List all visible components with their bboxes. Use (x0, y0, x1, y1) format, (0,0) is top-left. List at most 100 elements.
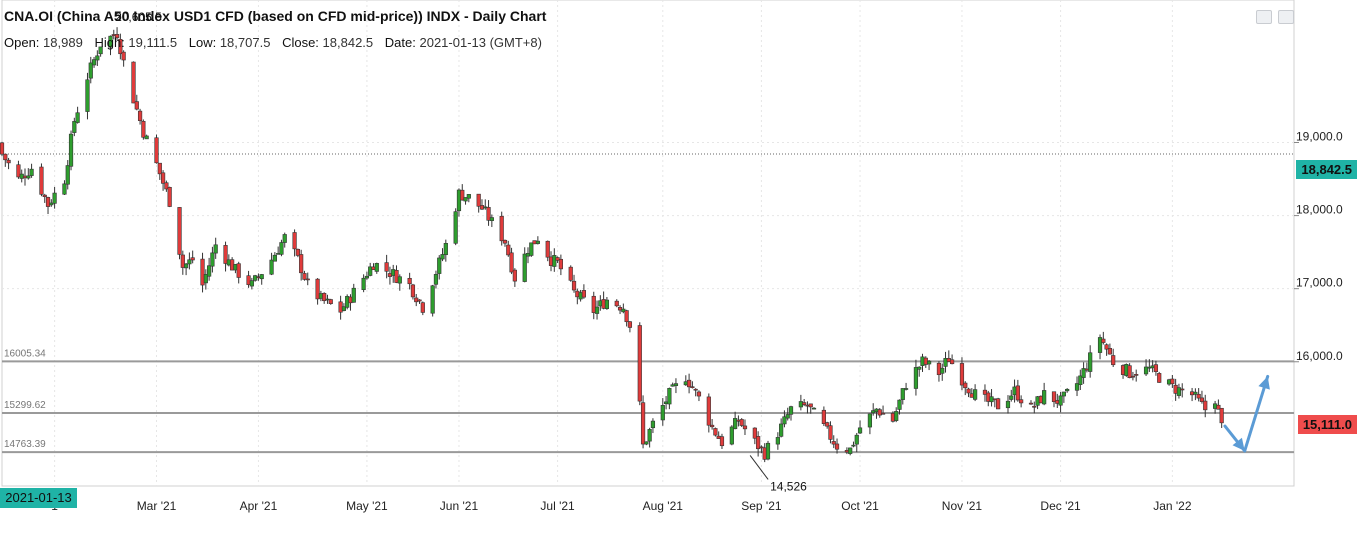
candle-up (351, 287, 356, 303)
candle-up (88, 62, 93, 79)
candle-up (430, 285, 435, 314)
candle-up (1097, 337, 1103, 353)
candle-up (1081, 368, 1086, 378)
candle-down (502, 239, 508, 244)
candle-up (433, 274, 439, 285)
candle-up (897, 399, 902, 410)
candle-up (95, 55, 100, 61)
candle-up (364, 275, 370, 279)
expand-icon[interactable] (1278, 10, 1294, 24)
candle-down (180, 254, 185, 268)
candle-down (1196, 393, 1201, 399)
candle-up (184, 263, 189, 269)
plot-frame (1, 0, 1295, 487)
candle-down (384, 262, 389, 272)
candle-up (453, 211, 458, 244)
candle-up (213, 244, 218, 254)
candle-up (1005, 400, 1011, 409)
candle-up (282, 234, 287, 243)
candle-down (1130, 375, 1136, 378)
candle-down (802, 402, 807, 406)
candle-down (828, 425, 833, 440)
chart-type-icon[interactable] (1256, 10, 1272, 24)
candle-down (1028, 402, 1034, 405)
candle-down (690, 386, 695, 389)
candle-down (0, 142, 5, 155)
candle-down (696, 391, 702, 397)
y-tick-label: 19,000.0 (1296, 130, 1343, 144)
candle-down (39, 166, 44, 195)
candle-down (1015, 385, 1020, 401)
candle-down (571, 280, 577, 291)
candle-up (279, 242, 284, 255)
candle-down (581, 290, 586, 298)
candle-down (417, 299, 422, 302)
candle-down (821, 409, 826, 424)
candle-down (637, 325, 642, 402)
candle-up (108, 35, 113, 48)
candle-down (834, 443, 840, 450)
candle-up (788, 406, 794, 415)
candle-up (210, 252, 215, 267)
candle-down (719, 436, 725, 447)
candle-down (6, 159, 11, 164)
candle-down (1153, 364, 1159, 372)
candle-up (463, 197, 468, 202)
candle-up (973, 389, 978, 400)
last-price-tag: 15,111.0 (1297, 415, 1357, 434)
candle-up (29, 168, 34, 176)
candle-up (903, 388, 909, 390)
candle-down (118, 39, 123, 55)
candle-up (644, 441, 649, 445)
candle-up (440, 254, 445, 260)
candle-up (85, 79, 90, 112)
candle-down (627, 321, 633, 328)
candle-up (253, 275, 258, 281)
candle-up (779, 423, 784, 437)
x-tick-label: Oct '21 (841, 499, 879, 513)
candle-up (851, 444, 856, 447)
candle-up (144, 135, 149, 140)
candle-down (322, 292, 327, 302)
candle-down (686, 379, 692, 388)
x-tick-label: Nov '21 (942, 499, 983, 513)
candle-down (295, 248, 300, 256)
candle-down (963, 382, 968, 389)
projection-arrow-head (1258, 376, 1270, 390)
x-tick-label: Sep '21 (741, 499, 782, 513)
candle-up (1078, 375, 1083, 385)
level-label: 14763.39 (4, 439, 46, 450)
candle-up (647, 429, 652, 442)
candle-down (706, 396, 711, 426)
candle-down (713, 428, 718, 436)
candle-up (72, 121, 77, 133)
level-label: 15299.62 (4, 400, 46, 411)
candle-up (187, 259, 192, 265)
candle-up (552, 255, 557, 267)
candle-up (854, 434, 859, 445)
candle-up (857, 427, 863, 434)
candle-down (114, 34, 120, 39)
candle-up (673, 383, 679, 386)
candle-down (200, 258, 205, 286)
candle-down (739, 419, 744, 426)
candle-down (1216, 404, 1221, 410)
current-close-tag: 18,842.5 (1296, 160, 1357, 179)
candle-down (302, 273, 307, 280)
candle-up (900, 388, 905, 400)
candle-down (164, 182, 169, 190)
candle-up (1065, 388, 1070, 392)
candle-down (1157, 373, 1162, 383)
open-label: Open: (4, 35, 40, 50)
candle-down (1107, 347, 1112, 355)
low-annotation: 14,526 (770, 479, 807, 493)
candle-up (660, 405, 665, 421)
candle-down (134, 101, 139, 110)
level-label: 16005.34 (4, 348, 46, 359)
candle-up (940, 367, 945, 374)
candle-up (397, 276, 402, 284)
candle-down (246, 275, 251, 285)
candle-down (407, 277, 412, 285)
candle-up (26, 175, 31, 179)
candle-down (959, 363, 965, 386)
